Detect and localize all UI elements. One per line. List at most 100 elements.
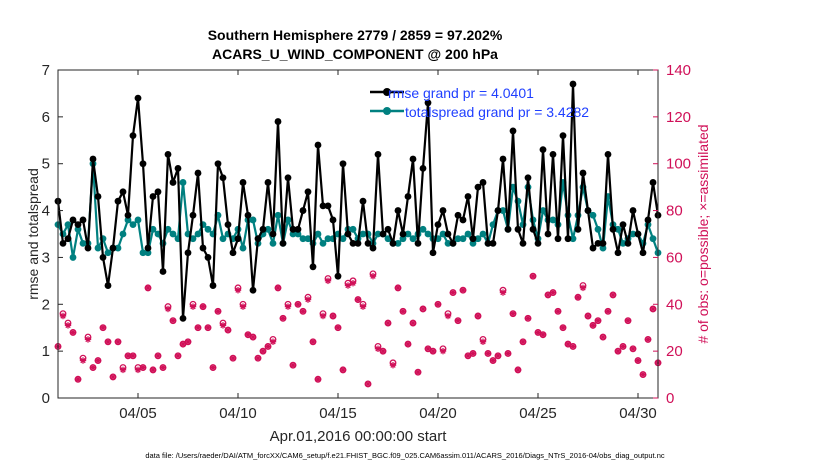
footer-data-file: data file: /Users/raeder/DAI/ATM_forcXX/… bbox=[145, 451, 665, 460]
series-point-rmse bbox=[79, 216, 87, 224]
series-point-rmse bbox=[404, 193, 412, 200]
obs-assimilated-point bbox=[339, 366, 347, 374]
obs-assimilated-point bbox=[554, 308, 562, 315]
series-point-rmse bbox=[494, 207, 502, 214]
series-point-rmse bbox=[174, 165, 182, 172]
obs-assimilated-point bbox=[254, 354, 262, 362]
obs-assimilated-point bbox=[274, 284, 282, 292]
obs-assimilated-point bbox=[439, 347, 447, 355]
obs-assimilated-point bbox=[324, 277, 332, 285]
obs-assimilated-point bbox=[234, 287, 242, 294]
asterisk-stroke bbox=[320, 313, 326, 319]
series-point-totalspread bbox=[204, 225, 212, 233]
obs-assimilated-point bbox=[424, 345, 432, 352]
series-point-totalspread bbox=[304, 235, 312, 243]
asterisk-stroke bbox=[70, 329, 76, 336]
series-point-totalspread bbox=[64, 221, 72, 229]
series-point-rmse bbox=[384, 225, 392, 233]
series-point-rmse bbox=[129, 132, 137, 140]
asterisk-stroke bbox=[370, 273, 376, 279]
obs-assimilated-point bbox=[124, 352, 132, 360]
asterisk-stroke bbox=[260, 348, 266, 354]
obs-assimilated-point bbox=[369, 272, 377, 280]
series-point-totalspread bbox=[539, 207, 547, 214]
chart-title-line1: Southern Hemisphere 2779 / 2859 = 97.202… bbox=[208, 27, 503, 43]
obs-assimilated-point bbox=[479, 338, 487, 345]
asterisk-stroke bbox=[620, 343, 626, 350]
series-point-rmse bbox=[169, 179, 177, 186]
legend-spread-marker bbox=[383, 107, 391, 115]
series-point-totalspread bbox=[339, 235, 347, 243]
series-point-rmse bbox=[119, 188, 127, 196]
asterisk-stroke bbox=[120, 367, 126, 373]
asterisk-stroke bbox=[265, 343, 271, 350]
asterisk-stroke bbox=[455, 317, 461, 324]
obs-assimilated-point bbox=[524, 315, 532, 322]
obs-assimilated-point bbox=[464, 352, 472, 360]
obs-assimilated-point bbox=[284, 303, 292, 310]
obs-assimilated-point bbox=[239, 303, 247, 310]
obs-assimilated-point bbox=[509, 310, 517, 317]
x-axis: 04/05 04/10 04/15 04/20 04/25 04/30 bbox=[119, 70, 657, 422]
series-point-totalspread bbox=[294, 230, 302, 238]
series-point-rmse bbox=[339, 160, 347, 168]
series-point-rmse bbox=[399, 230, 407, 238]
asterisk-stroke bbox=[305, 296, 311, 303]
y-axis-label-left: rmse and totalspread bbox=[25, 168, 41, 300]
series-point-rmse bbox=[204, 254, 212, 261]
series-point-totalspread bbox=[464, 230, 472, 238]
series-point-rmse bbox=[89, 155, 97, 163]
asterisk-stroke bbox=[165, 306, 171, 312]
asterisk-stroke bbox=[170, 317, 176, 324]
obs-assimilated-point bbox=[504, 350, 512, 357]
asterisk-stroke bbox=[215, 308, 221, 315]
series-point-rmse bbox=[424, 99, 432, 107]
asterisk-stroke bbox=[595, 317, 601, 324]
obs-assimilated-point bbox=[184, 338, 192, 345]
left-tick-label: 5 bbox=[42, 156, 50, 173]
asterisk-stroke bbox=[560, 325, 566, 331]
asterisk-stroke bbox=[245, 332, 251, 338]
asterisk-stroke bbox=[575, 294, 581, 300]
x-tick-label: 04/15 bbox=[319, 405, 357, 422]
series-point-rmse bbox=[524, 174, 532, 182]
series-point-totalspread bbox=[594, 225, 602, 233]
asterisk-stroke bbox=[380, 348, 386, 354]
asterisk-stroke bbox=[445, 313, 451, 319]
asterisk-stroke bbox=[490, 357, 496, 364]
legend: rmse grand pr = 4.0401 totalspread grand… bbox=[370, 85, 589, 120]
series-point-rmse bbox=[274, 118, 282, 125]
asterisk-stroke bbox=[310, 339, 316, 345]
x-axis-label: Apr.01,2016 00:00:00 start bbox=[270, 428, 448, 445]
asterisk-stroke bbox=[230, 355, 236, 361]
series-point-rmse bbox=[514, 225, 522, 233]
series-point-rmse bbox=[104, 282, 112, 289]
series-point-rmse bbox=[229, 249, 237, 257]
obs-assimilated-point bbox=[159, 364, 167, 371]
obs-assimilated-point bbox=[604, 308, 612, 315]
series-point-rmse bbox=[379, 230, 387, 238]
asterisk-stroke bbox=[585, 313, 591, 319]
series-point-rmse bbox=[189, 211, 197, 219]
series-point-rmse bbox=[604, 150, 612, 158]
obs-assimilated-point bbox=[319, 312, 327, 320]
series-point-totalspread bbox=[424, 230, 432, 238]
obs-assimilated-point bbox=[449, 289, 457, 296]
series-point-rmse bbox=[409, 155, 417, 163]
asterisk-stroke bbox=[155, 353, 161, 359]
series-point-rmse bbox=[539, 146, 547, 154]
obs-assimilated-point bbox=[244, 331, 252, 338]
series-point-totalspread bbox=[289, 230, 297, 238]
series-point-rmse bbox=[294, 225, 302, 233]
asterisk-stroke bbox=[125, 353, 131, 359]
series-point-rmse bbox=[84, 244, 92, 252]
left-axis: 0 1 2 3 4 5 6 7 bbox=[42, 62, 63, 407]
series-point-rmse bbox=[159, 268, 167, 275]
series-point-rmse bbox=[74, 221, 82, 229]
obs-assimilated-point bbox=[364, 380, 372, 388]
series-point-rmse bbox=[519, 239, 527, 247]
series-point-totalspread bbox=[179, 179, 187, 186]
series-point-totalspread bbox=[74, 225, 82, 233]
obs-assimilated-point bbox=[94, 357, 102, 364]
left-tick-label: 0 bbox=[42, 390, 50, 407]
